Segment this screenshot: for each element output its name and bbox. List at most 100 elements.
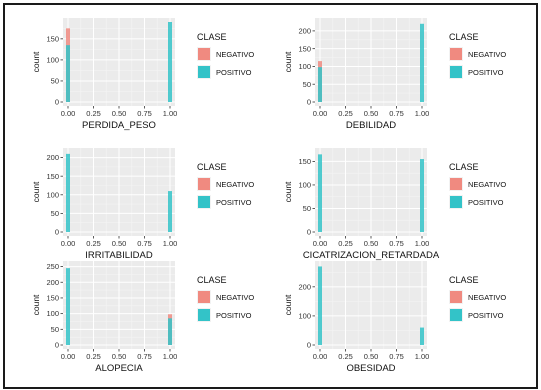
legend-label-negativo: NEGATIVO	[216, 50, 254, 59]
y-tick-label: 50	[51, 325, 59, 334]
y-tick-label: 0	[55, 98, 59, 107]
histogram-panel-alopecia: 0.00 0.25 0.50 0.75 1.00 0 50 100 150 200 250 ALOPE…	[31, 261, 254, 374]
bar-positivo-x1	[168, 191, 172, 232]
x-tick-label: 0.00	[61, 352, 76, 361]
y-tick-label: 100	[298, 62, 311, 71]
x-axis-label: PERDIDA_PESO	[82, 120, 156, 131]
x-tick-label: 0.25	[86, 352, 101, 361]
x-tick-label: 0.50	[364, 352, 379, 361]
x-axis-label: ALOPECIA	[95, 363, 143, 374]
y-tick-label: 100	[298, 181, 311, 190]
legend-key-positivo	[198, 309, 210, 321]
y-tick-label: 150	[46, 172, 59, 181]
x-tick-label: 1.00	[163, 109, 178, 118]
y-axis-label: count	[31, 51, 41, 72]
y-tick-label: 100	[298, 312, 311, 321]
legend-title: CLASE	[197, 32, 227, 42]
y-axis-label: count	[283, 181, 293, 202]
x-tick-label: 1.00	[415, 352, 430, 361]
x-tick-label: 0.75	[389, 352, 404, 361]
x-tick-label: 0.25	[86, 239, 101, 248]
x-tick-label: 0.50	[112, 352, 127, 361]
legend-label-positivo: POSITIVO	[468, 198, 504, 207]
y-tick-label: 150	[298, 44, 311, 53]
legend-key-positivo	[198, 66, 210, 78]
legend-label-positivo: POSITIVO	[216, 198, 252, 207]
legend-key-negativo	[198, 48, 210, 60]
y-axis-label: count	[31, 294, 41, 315]
y-axis-label: count	[31, 181, 41, 202]
y-tick-label: 250	[46, 262, 59, 271]
legend-label-negativo: NEGATIVO	[468, 50, 506, 59]
y-tick-label: 50	[303, 80, 311, 89]
histogram-panel-perdida-peso: 0.00 0.25 0.50 0.75 1.00 0 50 100 150 PERDIDA_PES…	[31, 18, 254, 131]
y-tick-label: 0	[55, 228, 59, 237]
bar-positivo-x1	[168, 318, 172, 345]
x-tick-label: 0.50	[364, 109, 379, 118]
y-tick-label: 200	[46, 153, 59, 162]
legend-title: CLASE	[449, 162, 479, 172]
x-tick-label: 0.75	[137, 239, 152, 248]
legend-key-negativo	[198, 178, 210, 190]
bar-positivo-x1	[420, 327, 424, 345]
legend-key-negativo	[198, 291, 210, 303]
legend-key-positivo	[198, 196, 210, 208]
y-tick-label: 50	[51, 209, 59, 218]
legend-label-negativo: NEGATIVO	[468, 180, 506, 189]
legend-title: CLASE	[197, 275, 227, 285]
bar-positivo-x0	[318, 67, 322, 102]
y-tick-label: 200	[298, 282, 311, 291]
y-tick-label: 100	[46, 55, 59, 64]
legend-label-negativo: NEGATIVO	[216, 293, 254, 302]
x-tick-label: 0.25	[86, 109, 101, 118]
bar-positivo-x0	[66, 268, 70, 345]
legend-label-negativo: NEGATIVO	[216, 180, 254, 189]
legend-key-positivo	[450, 196, 462, 208]
legend-title: CLASE	[449, 275, 479, 285]
y-tick-label: 50	[51, 77, 59, 86]
x-axis-label: CICATRIZACION_RETARDADA	[303, 250, 440, 261]
y-tick-label: 0	[55, 341, 59, 350]
bar-positivo-x0	[318, 154, 322, 232]
bar-positivo-x1	[168, 22, 172, 102]
x-tick-label: 0.50	[112, 239, 127, 248]
x-tick-label: 1.00	[415, 109, 430, 118]
x-tick-label: 0.50	[364, 239, 379, 248]
y-tick-label: 150	[46, 34, 59, 43]
legend-label-negativo: NEGATIVO	[468, 293, 506, 302]
x-tick-label: 0.75	[389, 109, 404, 118]
legend-key-negativo	[450, 48, 462, 60]
bar-positivo-x0	[318, 266, 322, 345]
x-tick-label: 0.75	[389, 239, 404, 248]
x-tick-label: 0.75	[137, 352, 152, 361]
y-axis-label: count	[283, 51, 293, 72]
y-tick-label: 200	[298, 26, 311, 35]
legend-label-positivo: POSITIVO	[216, 68, 252, 77]
y-tick-label: 150	[46, 294, 59, 303]
bar-positivo-x1	[420, 159, 424, 232]
x-axis-label: DEBILIDAD	[346, 120, 396, 131]
x-tick-label: 1.00	[163, 352, 178, 361]
y-axis-label: count	[283, 294, 293, 315]
legend-key-negativo	[450, 291, 462, 303]
x-axis-label: IRRITABILIDAD	[85, 250, 153, 261]
x-tick-label: 0.00	[313, 109, 328, 118]
x-tick-label: 0.00	[61, 239, 76, 248]
histogram-panel-irritabilidad: 0.00 0.25 0.50 0.75 1.00 0 50 100 150 200 IRRITABI…	[31, 148, 254, 261]
legend-title: CLASE	[449, 32, 479, 42]
legend-key-positivo	[450, 309, 462, 321]
x-tick-label: 0.25	[338, 352, 353, 361]
y-tick-label: 100	[46, 190, 59, 199]
y-tick-label: 0	[307, 341, 311, 350]
x-tick-label: 0.00	[313, 239, 328, 248]
bar-positivo-x0	[66, 45, 70, 102]
legend-key-positivo	[450, 66, 462, 78]
legend-label-positivo: POSITIVO	[216, 311, 252, 320]
x-tick-label: 0.00	[61, 109, 76, 118]
bar-positivo-x0	[66, 153, 70, 232]
histogram-panel-obesidad: 0.00 0.25 0.50 0.75 1.00 0 100 200 OBESIDAD count…	[283, 261, 506, 374]
x-axis-label: OBESIDAD	[346, 363, 395, 374]
y-tick-label: 0	[307, 98, 311, 107]
x-tick-label: 1.00	[163, 239, 178, 248]
y-tick-label: 150	[298, 157, 311, 166]
